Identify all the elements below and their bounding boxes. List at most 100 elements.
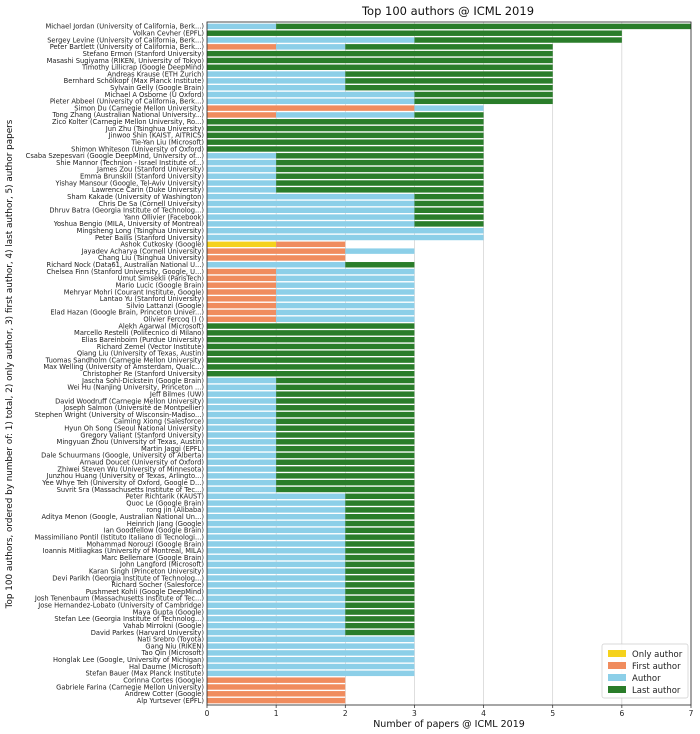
- bar-segment: [207, 282, 277, 288]
- x-tick-label: 5: [550, 709, 555, 718]
- y-tick-label: Quoc Le (Google Brain): [126, 499, 204, 507]
- bar-segment: [207, 602, 346, 608]
- y-tick-label: Zhiwei Steven Wu (University of Minnesot…: [57, 465, 204, 473]
- bar-segment: [345, 575, 415, 581]
- bar-segment: [207, 479, 277, 486]
- bar-segment: [207, 193, 415, 200]
- bar-segment: [276, 289, 415, 295]
- bar-segment: [276, 180, 484, 186]
- y-tick-label: John Langford (Microsoft): [119, 561, 204, 569]
- bar-segment: [345, 71, 553, 77]
- bar-segment: [207, 514, 346, 520]
- bar-segment: [207, 520, 346, 527]
- y-tick-label: Tie-Yan Liu (Microsoft): [130, 138, 204, 146]
- bar-segment: [207, 473, 277, 479]
- y-tick-label: Lawrence Carin (Duke University): [92, 186, 205, 194]
- y-tick-label: Massimiliano Pontil (Istituto Italiano d…: [35, 533, 205, 541]
- bar-segment: [276, 173, 484, 179]
- bar-segment: [207, 84, 346, 91]
- y-tick-label: Andreas Krause (ETH Zurich): [107, 70, 204, 78]
- bar-segment: [207, 309, 277, 316]
- bar-segment: [207, 418, 277, 425]
- bar-segment: [345, 527, 415, 534]
- bar-segment: [207, 384, 277, 391]
- bar-segment: [345, 507, 415, 513]
- bar-segment: [207, 350, 415, 357]
- bar-segment: [207, 554, 346, 561]
- y-tick-label: Masashi Sugiyama (RIKEN, University of T…: [47, 57, 205, 65]
- legend-swatch: [608, 686, 626, 693]
- y-tick-label: Christopher Re (Stanford University): [83, 370, 205, 378]
- bar-segment: [345, 493, 415, 500]
- bar-segment: [207, 214, 415, 220]
- bar-segment: [207, 50, 553, 57]
- bar-segment: [207, 173, 277, 179]
- bar-segment: [276, 445, 415, 452]
- bar-segment: [207, 595, 346, 602]
- y-tick-label: Alekh Agarwal (Microsoft): [118, 322, 204, 330]
- bar-segment: [207, 105, 415, 111]
- y-tick-label: Wei Hu (Nanjing University, Princeton ..…: [67, 384, 204, 392]
- bar-segment: [276, 296, 415, 302]
- bar-segment: [207, 534, 346, 540]
- bar-segment: [207, 459, 277, 465]
- bar-segment: [276, 377, 415, 384]
- bar-segment: [276, 309, 415, 316]
- y-tick-label: Alp Yurtsever (EPFL): [137, 697, 205, 705]
- bar-segment: [207, 234, 484, 241]
- y-tick-label: Yann Ollivier (Facebook): [123, 213, 205, 221]
- bar-segment: [345, 500, 415, 506]
- bar-segment: [276, 384, 415, 391]
- y-tick-label: Richard Nock (Data61, Australian Nationa…: [47, 261, 205, 269]
- y-tick-label: Peter Bartlett (University of California…: [50, 43, 205, 51]
- bar-segment: [345, 84, 553, 91]
- bar-segment: [276, 153, 484, 159]
- bar-segment: [276, 187, 484, 193]
- bar-segment: [207, 227, 484, 234]
- bar-segment: [207, 139, 484, 145]
- bar-segment: [345, 548, 415, 554]
- y-tick-label: Yoshua Bengio (MILA, University of Montr…: [53, 220, 205, 228]
- bar-segment: [207, 296, 277, 302]
- bar-segment: [207, 629, 346, 636]
- bar-segment: [207, 71, 346, 77]
- y-tick-label: rong jin (Alibaba): [146, 506, 204, 514]
- legend-swatch: [608, 650, 626, 657]
- y-tick-label: Chris De Sa (Cornell University): [98, 200, 204, 208]
- y-tick-label: Ian Goodfellow (Google Brain): [104, 527, 205, 535]
- y-tick-label: Karan Singh (Princeton University): [89, 568, 205, 576]
- y-tick-label: Hyun Oh Song (Seoul National University): [64, 424, 204, 432]
- bar-segment: [207, 57, 553, 64]
- y-tick-labels: Michael Jordan (University of California…: [26, 23, 205, 705]
- y-tick-label: Devi Parikh (Georgia Institute of Techno…: [52, 574, 204, 582]
- y-tick-label: Yishay Mansour (Google, Tel-Aviv Univers…: [55, 179, 205, 187]
- bar-segment: [207, 691, 346, 697]
- bar-segment: [276, 241, 346, 248]
- y-tick-label: Gang Niu (RIKEN): [145, 642, 204, 650]
- bar-segment: [207, 609, 346, 615]
- bar-segment: [207, 548, 346, 554]
- bar-segment: [207, 207, 415, 213]
- bar-segment: [276, 282, 415, 288]
- bar-segment: [207, 30, 622, 36]
- legend-label: Last author: [632, 686, 681, 696]
- bar-segment: [207, 357, 415, 363]
- y-tick-label: Shie Mannor (Technion - Israel Institute…: [56, 159, 204, 167]
- x-tick-labels: 0 1 2 3 4 5 6 7: [205, 705, 694, 718]
- chart-title: Top 100 authors @ ICML 2019: [361, 4, 534, 18]
- bar-segment: [276, 275, 415, 282]
- y-tick-label: Mario Lucic (Google Brain): [116, 281, 205, 289]
- y-tick-label: Josh Tenenbaum (Massachusetts Institute …: [34, 595, 205, 603]
- bar-segment: [207, 561, 346, 568]
- y-tick-label: Jayadev Acharya (Cornell University): [80, 247, 204, 255]
- y-tick-label: Gregory Valiant (Stanford University): [80, 431, 204, 439]
- bar-segment: [207, 37, 415, 43]
- bar-segment: [207, 697, 346, 704]
- bar-segment: [345, 514, 415, 520]
- bar-segment: [345, 602, 415, 608]
- bar-segment: [207, 568, 346, 574]
- bar-segment: [276, 302, 415, 309]
- bar-segment: [207, 153, 277, 159]
- bar-segment: [345, 554, 415, 561]
